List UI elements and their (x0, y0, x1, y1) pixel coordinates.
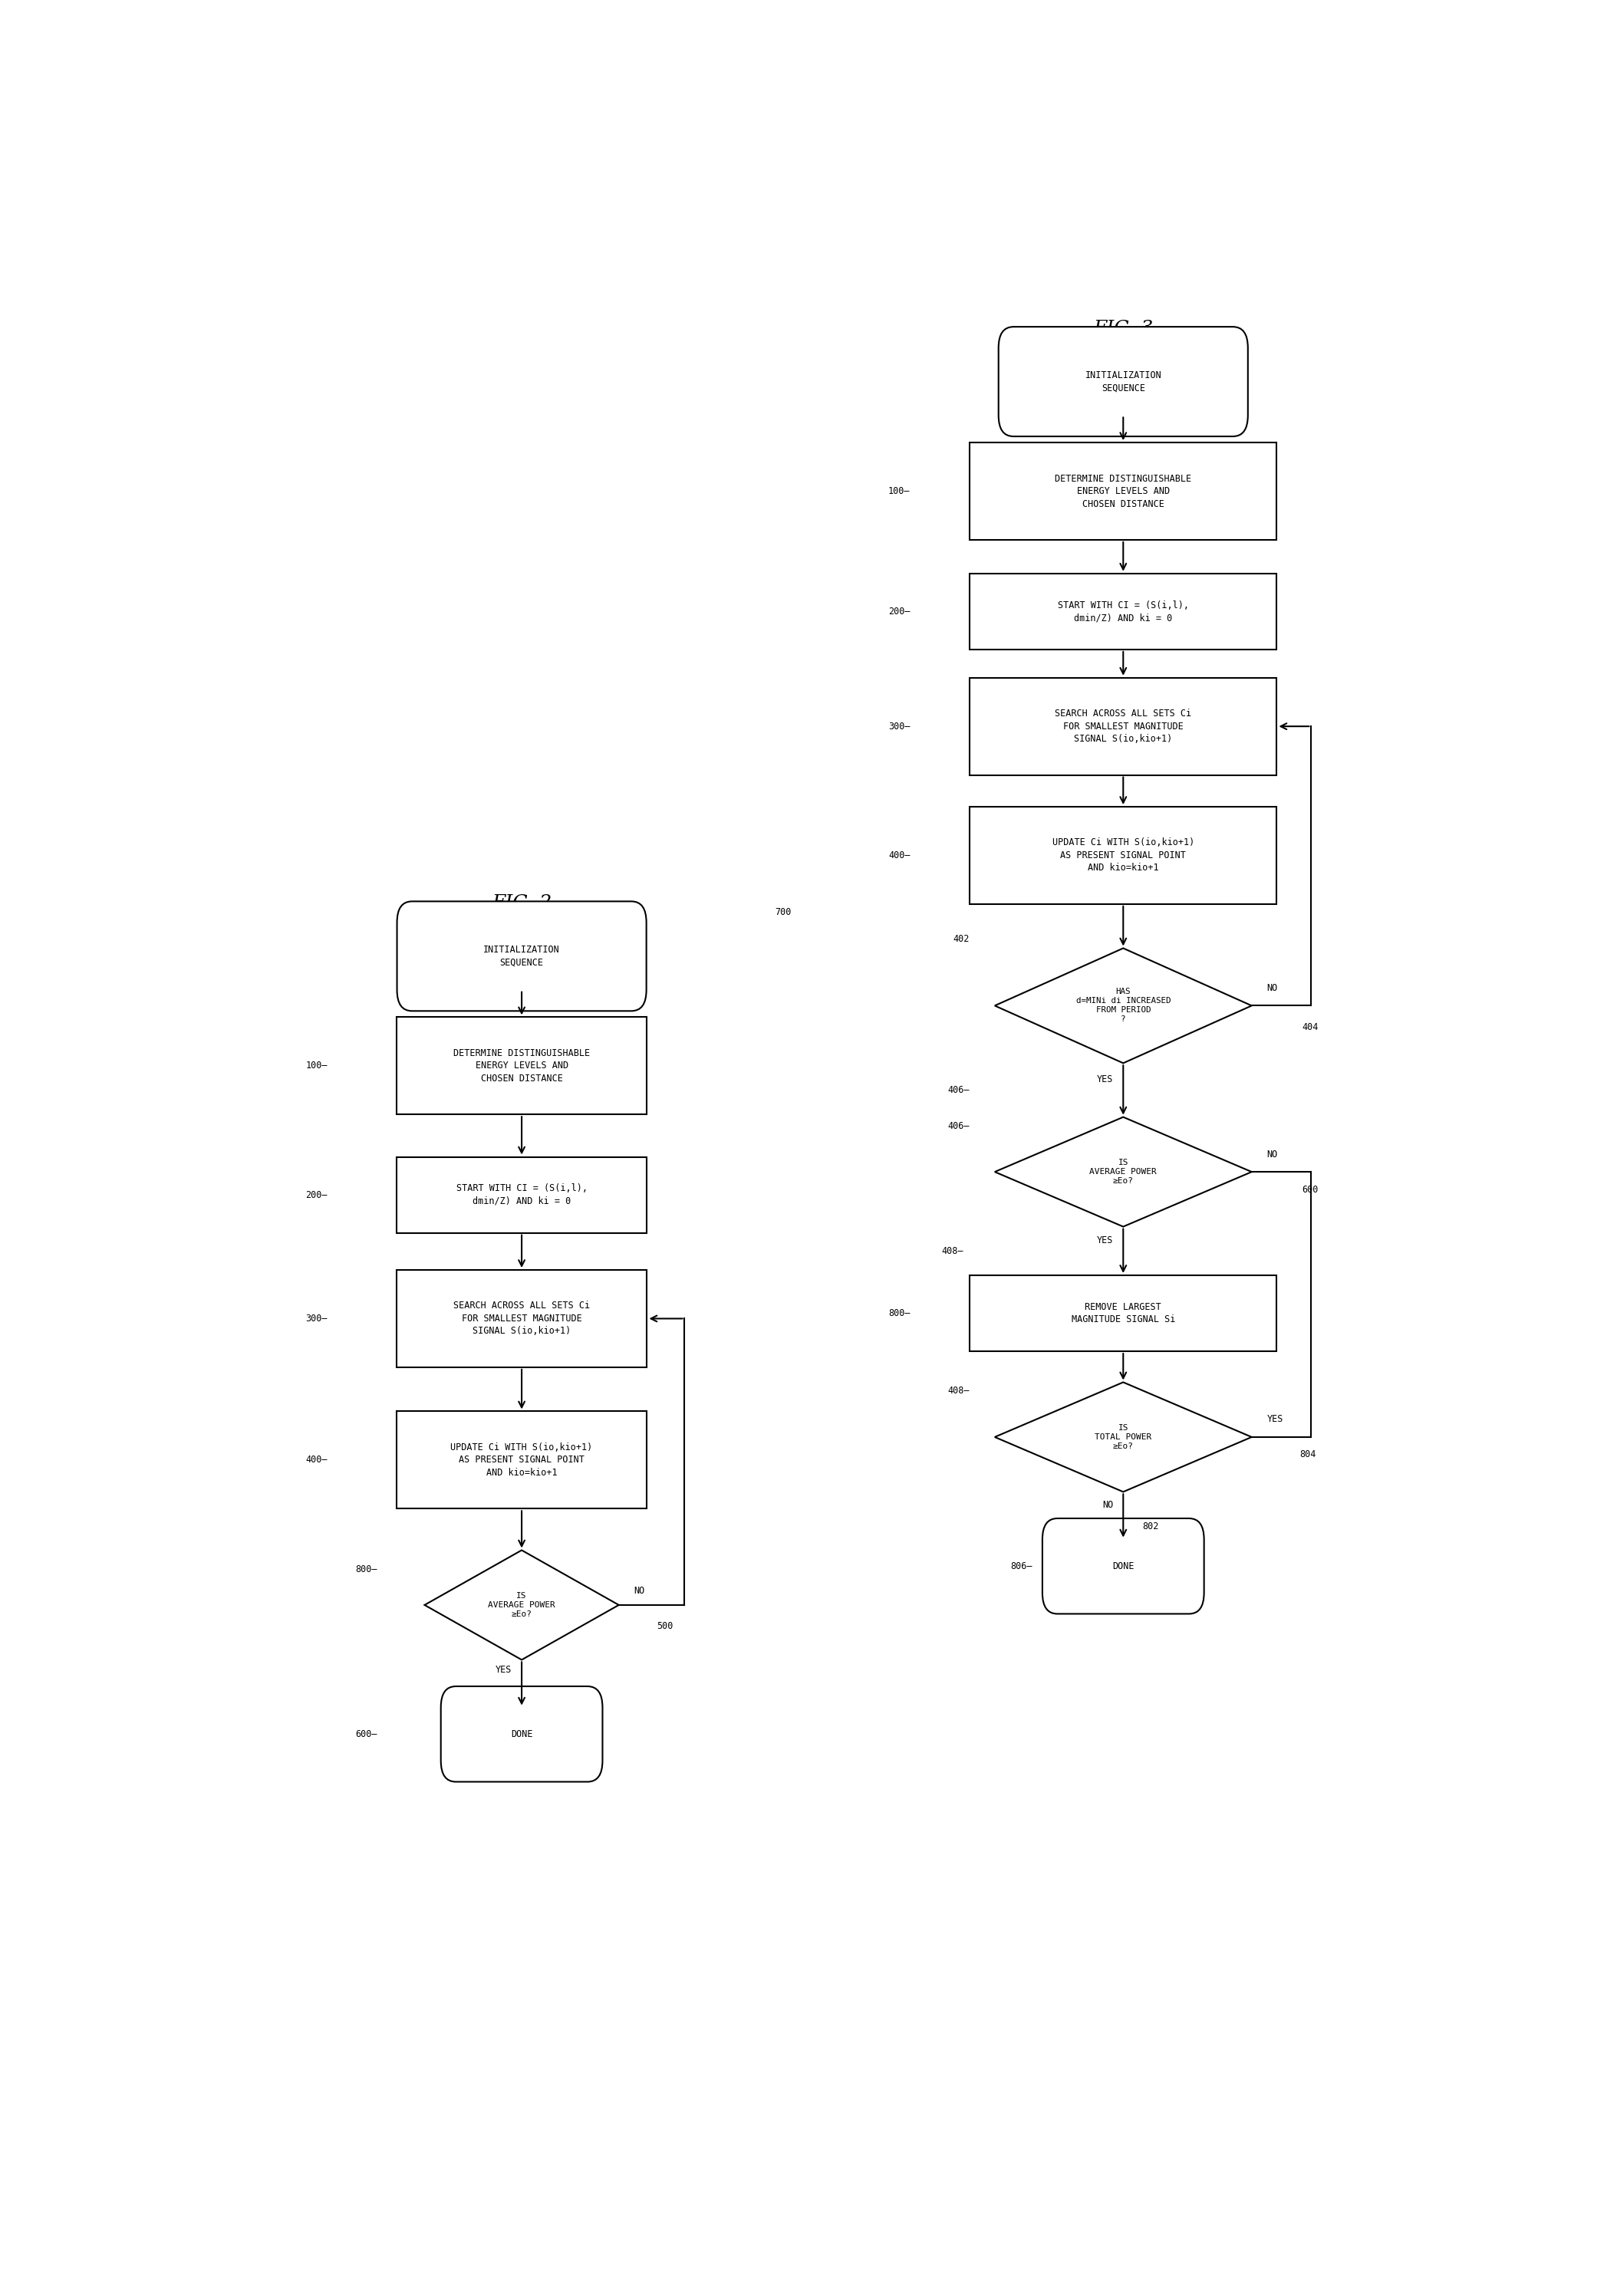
Text: NO: NO (1103, 1499, 1112, 1511)
Text: NO: NO (634, 1587, 645, 1596)
Text: 400—: 400— (888, 850, 910, 861)
Text: 806—: 806— (1011, 1561, 1032, 1570)
Text: 406—: 406— (948, 1120, 970, 1132)
Text: SEARCH ACROSS ALL SETS Ci
FOR SMALLEST MAGNITUDE
SIGNAL S(io,kio+1): SEARCH ACROSS ALL SETS Ci FOR SMALLEST M… (1054, 709, 1192, 744)
Bar (970, 1274, 1277, 1352)
Bar (396, 1412, 647, 1508)
Bar (396, 1017, 647, 1114)
Text: 406—: 406— (948, 1086, 970, 1095)
Text: 800—: 800— (888, 1309, 910, 1318)
FancyBboxPatch shape (441, 1685, 603, 1782)
Text: IS
AVERAGE POWER
≥Eo?: IS AVERAGE POWER ≥Eo? (488, 1591, 555, 1619)
Text: NO: NO (1266, 1150, 1277, 1159)
Polygon shape (994, 1382, 1252, 1492)
Text: REMOVE LARGEST
MAGNITUDE SIGNAL Si: REMOVE LARGEST MAGNITUDE SIGNAL Si (1072, 1302, 1176, 1325)
Text: DETERMINE DISTINGUISHABLE
ENERGY LEVELS AND
CHOSEN DISTANCE: DETERMINE DISTINGUISHABLE ENERGY LEVELS … (1054, 473, 1192, 510)
Text: INITIALIZATION
SEQUENCE: INITIALIZATION SEQUENCE (483, 946, 559, 967)
Text: 800—: 800— (356, 1564, 378, 1575)
Text: 400—: 400— (306, 1456, 327, 1465)
Text: 408—: 408— (941, 1247, 964, 1256)
Text: FIG. 2: FIG. 2 (492, 895, 551, 912)
Text: YES: YES (1266, 1414, 1284, 1424)
Text: 200—: 200— (306, 1189, 327, 1201)
Text: START WITH CI = (S(i,l),
dmin/Z) AND ki = 0: START WITH CI = (S(i,l), dmin/Z) AND ki … (456, 1182, 587, 1205)
Bar (970, 574, 1277, 650)
Text: DONE: DONE (1112, 1561, 1134, 1570)
Bar (970, 677, 1277, 776)
Text: DONE: DONE (511, 1729, 532, 1738)
Text: UPDATE Ci WITH S(io,kio+1)
AS PRESENT SIGNAL POINT
AND kio=kio+1: UPDATE Ci WITH S(io,kio+1) AS PRESENT SI… (451, 1442, 593, 1479)
Text: 802: 802 (1142, 1522, 1158, 1531)
Bar (396, 1157, 647, 1233)
Text: 100—: 100— (306, 1061, 327, 1070)
Text: 600: 600 (1302, 1185, 1318, 1194)
Text: 402: 402 (954, 934, 970, 944)
Text: UPDATE Ci WITH S(io,kio+1)
AS PRESENT SIGNAL POINT
AND kio=kio+1: UPDATE Ci WITH S(io,kio+1) AS PRESENT SI… (1053, 838, 1195, 872)
Bar (970, 806, 1277, 905)
Text: START WITH CI = (S(i,l),
dmin/Z) AND ki = 0: START WITH CI = (S(i,l), dmin/Z) AND ki … (1058, 599, 1188, 622)
Text: INITIALIZATION
SEQUENCE: INITIALIZATION SEQUENCE (1085, 370, 1161, 393)
Polygon shape (425, 1550, 619, 1660)
Text: 300—: 300— (888, 721, 910, 732)
Bar (396, 1270, 647, 1366)
Text: 804: 804 (1300, 1449, 1316, 1460)
Polygon shape (994, 948, 1252, 1063)
FancyBboxPatch shape (1043, 1518, 1205, 1614)
Text: 404: 404 (1302, 1022, 1318, 1031)
Text: IS
TOTAL POWER
≥Eo?: IS TOTAL POWER ≥Eo? (1095, 1424, 1151, 1451)
Text: YES: YES (1096, 1075, 1112, 1084)
Text: FIG. 3: FIG. 3 (1093, 319, 1153, 338)
Text: 700: 700 (775, 907, 791, 916)
Text: 600—: 600— (356, 1729, 378, 1738)
Text: 200—: 200— (888, 606, 910, 615)
Text: YES: YES (1096, 1235, 1112, 1244)
Text: 100—: 100— (888, 487, 910, 496)
FancyBboxPatch shape (999, 326, 1248, 436)
Text: YES: YES (495, 1665, 511, 1674)
Text: IS
AVERAGE POWER
≥Eo?: IS AVERAGE POWER ≥Eo? (1090, 1159, 1156, 1185)
FancyBboxPatch shape (398, 902, 647, 1010)
Bar (970, 443, 1277, 540)
Text: DETERMINE DISTINGUISHABLE
ENERGY LEVELS AND
CHOSEN DISTANCE: DETERMINE DISTINGUISHABLE ENERGY LEVELS … (453, 1049, 590, 1084)
Text: 408—: 408— (948, 1387, 970, 1396)
Text: SEARCH ACROSS ALL SETS Ci
FOR SMALLEST MAGNITUDE
SIGNAL S(io,kio+1): SEARCH ACROSS ALL SETS Ci FOR SMALLEST M… (453, 1302, 590, 1336)
Polygon shape (994, 1118, 1252, 1226)
Text: 500: 500 (657, 1621, 673, 1630)
Text: HAS
d=MINi di INCREASED
FROM PERIOD
?: HAS d=MINi di INCREASED FROM PERIOD ? (1075, 987, 1171, 1024)
Text: 300—: 300— (306, 1313, 327, 1322)
Text: NO: NO (1266, 983, 1277, 992)
